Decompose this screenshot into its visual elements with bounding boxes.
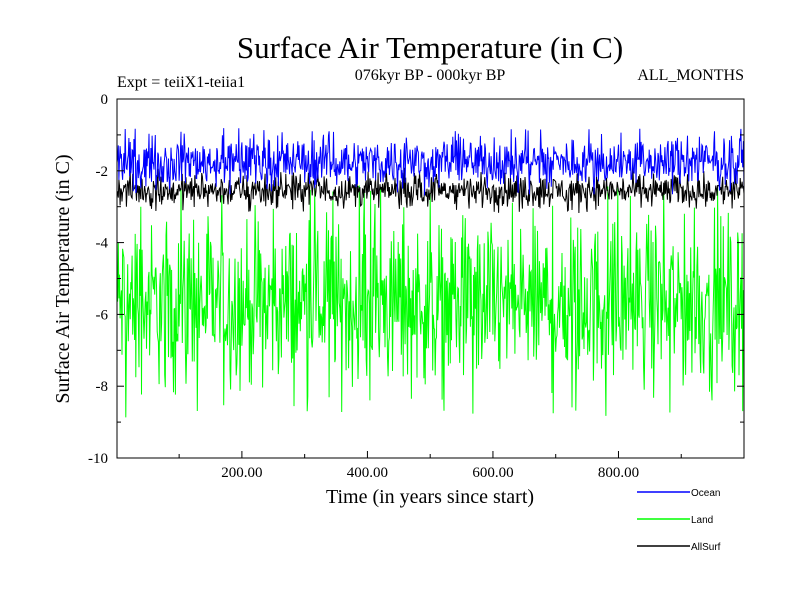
x-tick-label: 800.00 <box>598 465 639 481</box>
months-label: ALL_MONTHS <box>637 67 744 84</box>
y-axis: 0 -2 -4 -6 -8 -10 <box>88 92 744 467</box>
experiment-label: Expt = teiiX1-teiia1 <box>117 74 245 91</box>
series-allsurf-line <box>116 167 745 214</box>
legend-label-land: Land <box>691 515 713 526</box>
y-tick-label: -6 <box>96 307 109 323</box>
series-land-line <box>116 185 745 418</box>
x-tick-label: 400.00 <box>347 465 388 481</box>
y-tick-label: -8 <box>96 379 109 395</box>
x-tick-label: 200.00 <box>221 465 262 481</box>
x-axis: 200.00 400.00 600.00 800.00 <box>178 451 682 481</box>
x-tick-label: 600.00 <box>472 465 513 481</box>
series-ocean-line <box>116 128 745 196</box>
y-tick-label: 0 <box>101 92 109 108</box>
legend: Ocean Land AllSurf <box>637 488 721 553</box>
chart-title: Surface Air Temperature (in C) <box>237 30 623 65</box>
y-tick-label: -2 <box>96 164 109 180</box>
period-label: 076kyr BP - 000kyr BP <box>355 67 506 84</box>
y-axis-label: Surface Air Temperature (in C) <box>52 154 74 403</box>
plot-area <box>116 128 745 418</box>
y-tick-label: -10 <box>88 451 108 467</box>
y-tick-label: -4 <box>96 236 109 252</box>
legend-label-allsurf: AllSurf <box>691 542 721 553</box>
legend-label-ocean: Ocean <box>691 488 720 499</box>
x-axis-label: Time (in years since start) <box>326 486 534 508</box>
